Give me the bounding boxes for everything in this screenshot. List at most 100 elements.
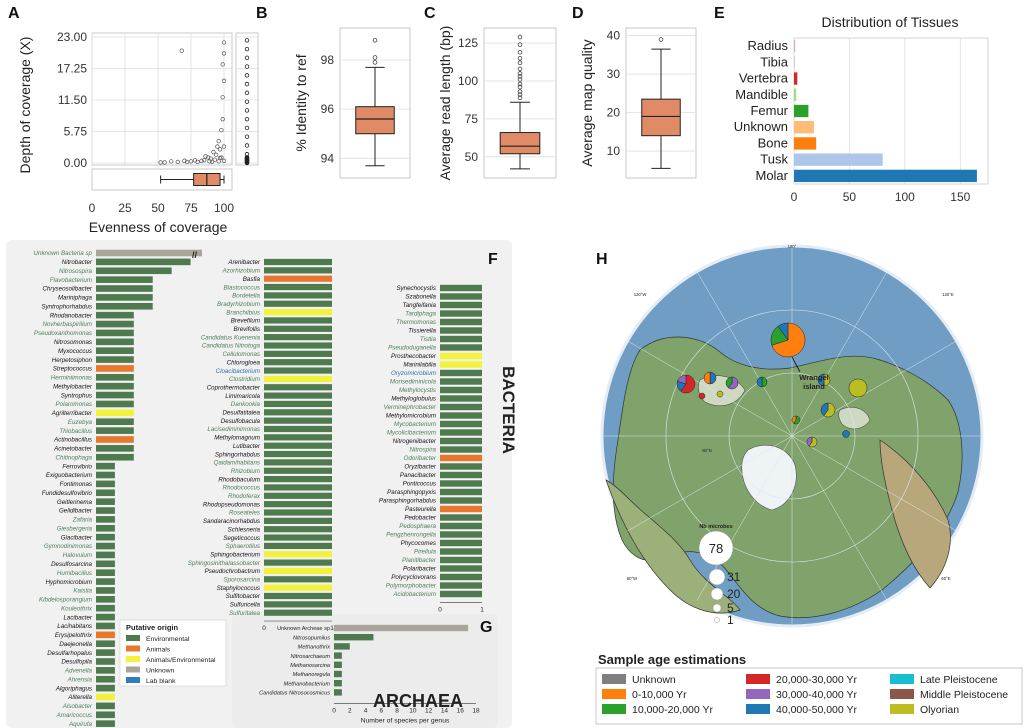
f-bar bbox=[96, 649, 115, 656]
e-category-label: Radius bbox=[748, 38, 789, 53]
a-margin-point bbox=[244, 116, 250, 122]
f-legend-title: Putative origin bbox=[126, 623, 179, 632]
box-ytick-label: 94 bbox=[321, 151, 335, 165]
h-pie-slice bbox=[777, 322, 789, 341]
h-pie-slice bbox=[698, 392, 706, 400]
f-genus-label: Polaromonas bbox=[56, 401, 92, 408]
f-genus-label: Fontimonas bbox=[60, 481, 92, 488]
f-bar bbox=[96, 684, 115, 692]
f-genus-label: Rhodoferax bbox=[228, 493, 261, 500]
f-bar bbox=[96, 516, 115, 523]
f-bar bbox=[264, 292, 332, 299]
a-xtick-label: 50 bbox=[151, 201, 165, 215]
f-bar bbox=[96, 693, 115, 701]
f-genus-label: Rhodobaculum bbox=[218, 476, 260, 483]
f-bar bbox=[96, 720, 115, 727]
f-genus-label: Marinilabilia bbox=[403, 362, 436, 369]
f-bar bbox=[264, 425, 332, 433]
f-bar bbox=[264, 367, 332, 374]
f-bar bbox=[264, 584, 332, 591]
a-point bbox=[188, 159, 194, 164]
box-outlier bbox=[517, 71, 523, 76]
f-bar bbox=[440, 454, 482, 462]
f-genus-label: Nitrogeniibacter bbox=[393, 438, 437, 445]
box-outlier bbox=[517, 42, 523, 47]
a-point bbox=[221, 51, 227, 56]
box-outlier bbox=[517, 74, 523, 79]
box-outlier bbox=[372, 37, 378, 43]
box-ytick-label: 10 bbox=[607, 144, 621, 158]
f-bar bbox=[96, 462, 115, 470]
e-category-label: Mandible bbox=[735, 87, 788, 102]
f-genus-label: Odoribacter bbox=[404, 455, 437, 462]
a-point bbox=[220, 117, 225, 122]
h-legend-label: 10,000-20,000 Yr bbox=[632, 704, 713, 716]
a-xlabel: Evenness of coverage bbox=[89, 219, 228, 235]
f-genus-label: Lacibacter bbox=[63, 614, 92, 621]
f-genus-label: Advenella bbox=[64, 668, 93, 675]
h-legend-label: Late Pleistocene bbox=[920, 674, 998, 686]
f-bar bbox=[96, 533, 115, 541]
f-genus-label: Oryzomicrobium bbox=[391, 370, 436, 377]
f-bar bbox=[96, 596, 115, 603]
h-graticule-label: 60°E bbox=[941, 576, 950, 581]
f-genus-label: Desulfopila bbox=[61, 659, 92, 666]
f-bar bbox=[96, 480, 115, 488]
h-legend-swatch bbox=[746, 689, 770, 699]
e-bar bbox=[794, 137, 817, 150]
f-side-label: BACTERIA bbox=[499, 366, 518, 454]
f-genus-label: Staphylococcus bbox=[217, 585, 260, 592]
f-bar bbox=[96, 285, 153, 292]
a-point bbox=[202, 158, 207, 163]
f-genus-label: Hyphomicrobium bbox=[46, 579, 92, 586]
f-genus-label: Phycocomes bbox=[401, 540, 436, 547]
f-genus-label: Ponticoccus bbox=[403, 481, 436, 488]
a-margin-point bbox=[244, 64, 250, 69]
f-bar bbox=[96, 391, 134, 399]
box-outlier bbox=[517, 49, 523, 55]
f-genus-label: Sandaracinorhabdus bbox=[203, 518, 260, 525]
f-bar bbox=[96, 471, 115, 479]
a-plot-frame bbox=[91, 32, 233, 166]
h-pie-slice bbox=[677, 374, 687, 385]
g-genus-label: Nitrosarchaeum bbox=[291, 654, 331, 660]
f-bar bbox=[264, 300, 332, 307]
g-xtick-label: 4 bbox=[364, 708, 368, 715]
f-bar bbox=[96, 320, 134, 328]
f-genus-label: Syntrophus bbox=[61, 392, 92, 399]
e-xtick-label: 50 bbox=[843, 190, 857, 204]
a-point bbox=[179, 48, 184, 53]
f-bar bbox=[96, 631, 115, 639]
a-margin-point bbox=[244, 38, 250, 43]
f-genus-label: Azorhizobium bbox=[222, 268, 261, 275]
box-outlier bbox=[517, 95, 523, 100]
f-genus-label: Pseudoduganella bbox=[388, 345, 436, 352]
box-ylabel: Average read length (bp) bbox=[437, 26, 453, 181]
f-genus-label: Actinobacillus bbox=[53, 437, 92, 444]
f-genus-label: Sphingorhabdus bbox=[215, 451, 260, 458]
f-genus-label: Syntrophorhabdus bbox=[41, 303, 92, 310]
f-genus-label: Euzebya bbox=[68, 419, 93, 426]
h-legend-label: 20,000-30,000 Yr bbox=[776, 674, 857, 686]
h-pie-slice bbox=[817, 373, 825, 387]
a-ytick-label: 0.00 bbox=[64, 156, 88, 170]
f-genus-label: Morisediminicola bbox=[390, 379, 437, 386]
h-legend-label: Unknown bbox=[632, 674, 676, 686]
f-genus-label: Kaistia bbox=[73, 588, 92, 595]
box-outlier bbox=[517, 56, 523, 61]
f-genus-label: Prosthecobacter bbox=[391, 353, 437, 360]
h-pie-slice bbox=[725, 376, 733, 389]
f-bar bbox=[96, 667, 115, 674]
f-genus-label: Glacibacter bbox=[61, 534, 93, 541]
f-bar bbox=[96, 507, 115, 514]
h-site-pointer bbox=[791, 356, 801, 373]
f-bar bbox=[264, 559, 332, 566]
f-genus-label: Thermomonas bbox=[396, 319, 436, 326]
f-legend-swatch bbox=[126, 666, 140, 673]
f-genus-label: Chlorogloea bbox=[227, 359, 261, 366]
f-genus-label: Aquirufa bbox=[68, 721, 93, 728]
h-bubble-label: 78 bbox=[709, 541, 723, 556]
f-bar bbox=[96, 311, 134, 319]
f-genus-label: Unknown Bacteria sp bbox=[34, 250, 93, 257]
f-genus-label: Myxococcus bbox=[58, 348, 92, 355]
